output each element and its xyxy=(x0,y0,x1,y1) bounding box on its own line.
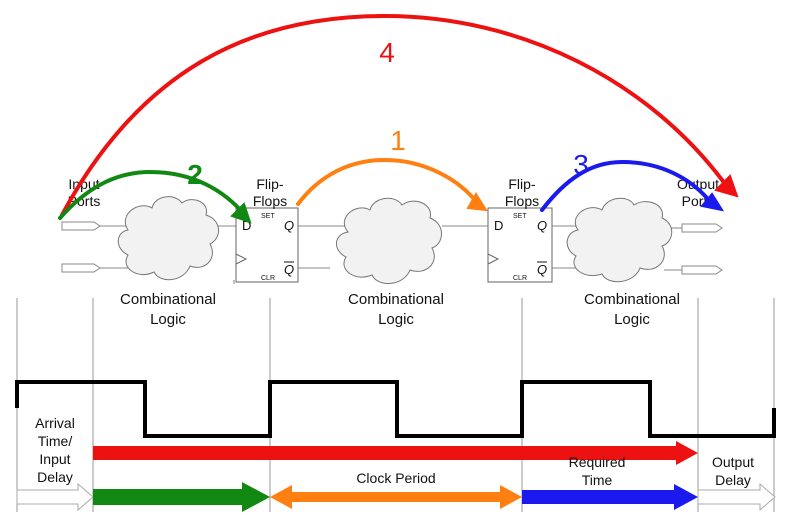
required-time-label: Time xyxy=(582,472,613,488)
path-number-1: 1 xyxy=(390,125,406,156)
pin-set: SET xyxy=(513,213,527,220)
output-pin xyxy=(681,223,723,233)
clock-period-arrow xyxy=(270,485,522,509)
flip-flops-label: Flip- xyxy=(256,176,284,192)
pin-qbar: Q xyxy=(537,262,547,277)
path-1-arc xyxy=(296,157,480,206)
path-4-arc xyxy=(60,13,730,217)
pin-q: Q xyxy=(284,218,294,233)
flip-flop-2: D Q Q SET CLR xyxy=(487,207,553,283)
path-2-arc xyxy=(58,169,246,220)
clock-period-label: Clock Period xyxy=(356,470,435,486)
path-arcs xyxy=(58,13,739,224)
cloud-shape xyxy=(117,196,219,281)
output-delay-label: Delay xyxy=(715,472,751,488)
required-time-label: Required xyxy=(569,454,626,470)
comb-logic-label: Combinational xyxy=(584,291,680,308)
flip-flops-label: Flops xyxy=(505,193,539,209)
path-number-3: 3 xyxy=(573,149,589,180)
path-4-span-arrow xyxy=(93,441,698,465)
path-number-4: 4 xyxy=(379,37,395,68)
path-2-span-arrow xyxy=(93,482,270,512)
arrival-label: Delay xyxy=(37,469,73,485)
output-pin xyxy=(681,265,723,275)
path-2-arrowhead xyxy=(230,202,252,224)
input-pin xyxy=(61,221,101,231)
cloud-shape xyxy=(566,197,673,283)
output-delay-arrow xyxy=(697,482,776,512)
comb-logic-label: Logic xyxy=(614,311,650,328)
pin-set: SET xyxy=(261,213,275,220)
path-1-arrowhead xyxy=(466,192,488,212)
comb-logic-label: Logic xyxy=(150,311,186,328)
comb-logic-label: Logic xyxy=(378,311,414,328)
pin-qbar: Q xyxy=(284,262,294,277)
pin-q: Q xyxy=(537,218,547,233)
timing-labels: Arrival Time/ Input Delay Clock Period R… xyxy=(35,415,754,488)
arrival-label: Time/ xyxy=(38,433,73,449)
input-delay-arrow xyxy=(16,482,94,512)
flip-flops-label: Flops xyxy=(253,193,287,209)
pin-d: D xyxy=(494,218,503,233)
circuit-wires xyxy=(100,225,682,284)
logic-clouds xyxy=(117,196,673,284)
arrival-label: Arrival xyxy=(35,415,75,431)
clock-waveform xyxy=(15,380,776,438)
path-3-arrowhead xyxy=(700,192,725,212)
flip-flop-1: D Q Q SET CLR xyxy=(235,207,299,283)
path-4-arrowhead xyxy=(714,174,739,198)
path-number-2: 2 xyxy=(187,159,203,190)
path-3-arc xyxy=(540,159,714,212)
pin-clr: CLR xyxy=(261,275,275,282)
comb-logic-label: Combinational xyxy=(120,291,216,308)
flip-flops-label: Flip- xyxy=(508,176,536,192)
arrival-label: Input xyxy=(39,451,70,467)
comb-logic-label: Combinational xyxy=(348,291,444,308)
output-ports-pins xyxy=(681,223,723,275)
path-3-span-arrow xyxy=(522,484,698,510)
pin-d: D xyxy=(242,218,251,233)
pin-clr: CLR xyxy=(513,275,527,282)
cloud-shape xyxy=(336,197,442,284)
input-pin xyxy=(61,263,101,273)
comb-logic-labels: Combinational Logic Combinational Logic … xyxy=(120,291,680,328)
output-delay-label: Output xyxy=(712,454,754,470)
input-ports-pins xyxy=(61,221,101,273)
input-ports-label: Ports xyxy=(68,193,101,209)
